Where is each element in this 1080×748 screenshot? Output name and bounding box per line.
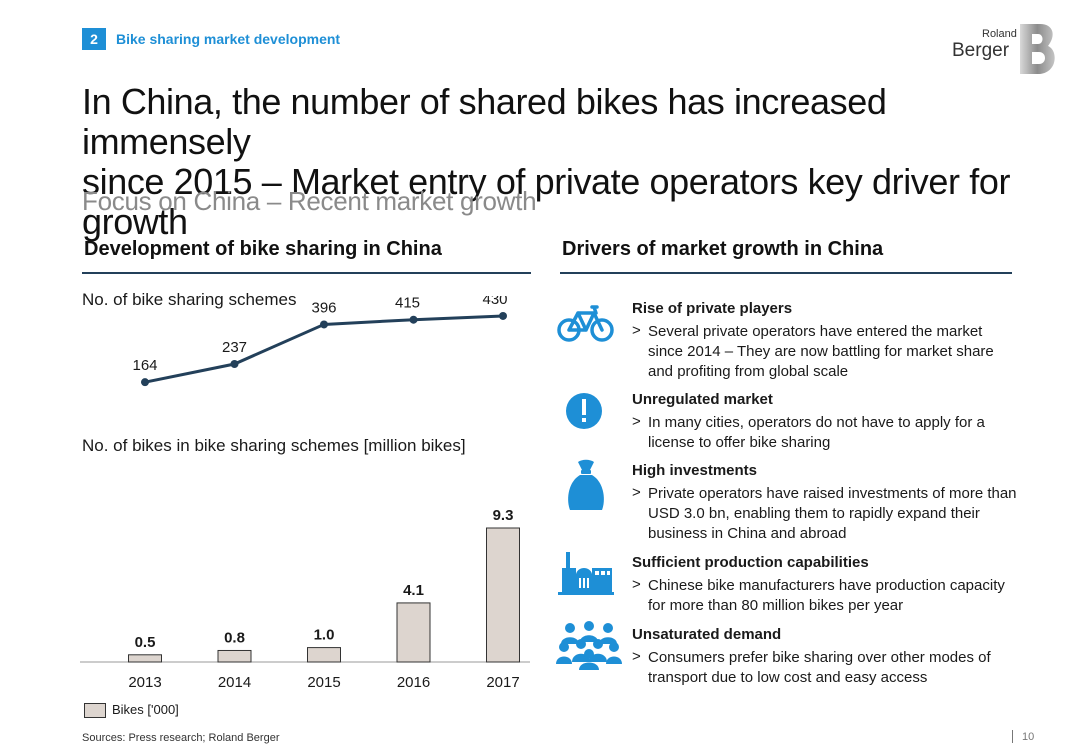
section-title: Bike sharing market development [116,31,341,47]
x-axis-tick-label: 2014 [218,674,251,691]
driver-bullet: > [632,576,641,593]
bikes-data-label: 9.3 [493,507,514,524]
schemes-data-label: 430 [482,296,507,308]
source-note: Sources: Press research; Roland Berger [82,732,280,744]
right-column-rule [560,272,1012,274]
page-number: 10 [1022,731,1035,743]
driver-text: Consumers prefer bike sharing over other… [648,649,991,686]
bikes-data-label: 0.8 [224,629,245,646]
driver-text: Private operators have raised investment… [648,485,1017,542]
driver-title: Unregulated market [632,391,773,408]
driver-bullet: > [632,484,641,501]
bikes-bar [396,602,431,663]
bikes-data-label: 1.0 [314,627,335,644]
bikes-bar [128,654,162,663]
bikes-bar [217,649,252,663]
money-bag-icon [556,458,616,514]
logo-text-top: Roland [982,28,1017,40]
driver-title: High investments [632,462,758,479]
x-axis-tick-label: 2016 [397,674,430,691]
line-chart-title: No. of bike sharing schemes [82,290,297,309]
driver-bullet: > [632,648,641,665]
crowd-icon [556,620,622,676]
bicycle-icon [556,300,616,356]
driver-title: Unsaturated demand [632,626,782,643]
bikes-bar [307,647,341,663]
roland-berger-logo: Roland Berger [940,22,1058,78]
right-column-title: Drivers of market growth in China [562,238,884,260]
x-axis-tick-label: 2015 [307,674,340,691]
page-headline: In China, the number of shared bikes has… [82,82,1032,242]
driver-text: In many cities, operators do not have to… [648,414,985,451]
schemes-data-label: 396 [311,299,336,316]
schemes-point [320,320,328,329]
left-column-title: Development of bike sharing in China [84,238,442,260]
schemes-data-label: 237 [222,339,247,356]
bikes-bar [486,527,520,663]
exclamation-icon [556,389,616,445]
x-axis-tick-label: 2017 [486,674,519,691]
schemes-point [499,311,507,320]
driver-bullet: > [632,322,641,339]
chart-area: 164 237 396 415 430 0.5 2013 0.8 2014 1.0 2015 4.1 2… [80,296,530,691]
headline-line-1: In China, the number of shared bikes has… [82,81,887,162]
left-column-rule [82,272,531,274]
logo-b-mark-icon [1020,24,1055,74]
schemes-data-label: 415 [395,296,420,312]
factory-icon [556,550,616,606]
driver-title: Rise of private players [632,300,793,317]
headline-line-2: since 2015 – Market entry of private ope… [82,161,1011,242]
legend-swatch [84,703,106,718]
page-number-separator [1012,730,1013,743]
bikes-data-label: 0.5 [135,634,156,651]
driver-text: Several private operators have entered t… [648,323,994,380]
schemes-point [409,315,418,324]
bar-chart-title: No. of bikes in bike sharing schemes [mi… [82,436,466,455]
schemes-point [230,360,239,369]
driver-title: Sufficient production capabilities [632,554,869,571]
bikes-data-label: 4.1 [403,582,424,599]
schemes-point [141,378,149,387]
section-number-badge: 2 [82,28,106,50]
page-subtitle: Focus on China – Recent market growth [82,186,537,216]
driver-bullet: > [632,413,641,430]
schemes-data-label: 164 [132,357,157,374]
x-axis-tick-label: 2013 [128,674,161,691]
logo-text-bottom: Berger [952,40,1010,61]
legend-label: Bikes ['000] [112,702,179,717]
driver-text: Chinese bike manufacturers have producti… [648,577,1005,614]
